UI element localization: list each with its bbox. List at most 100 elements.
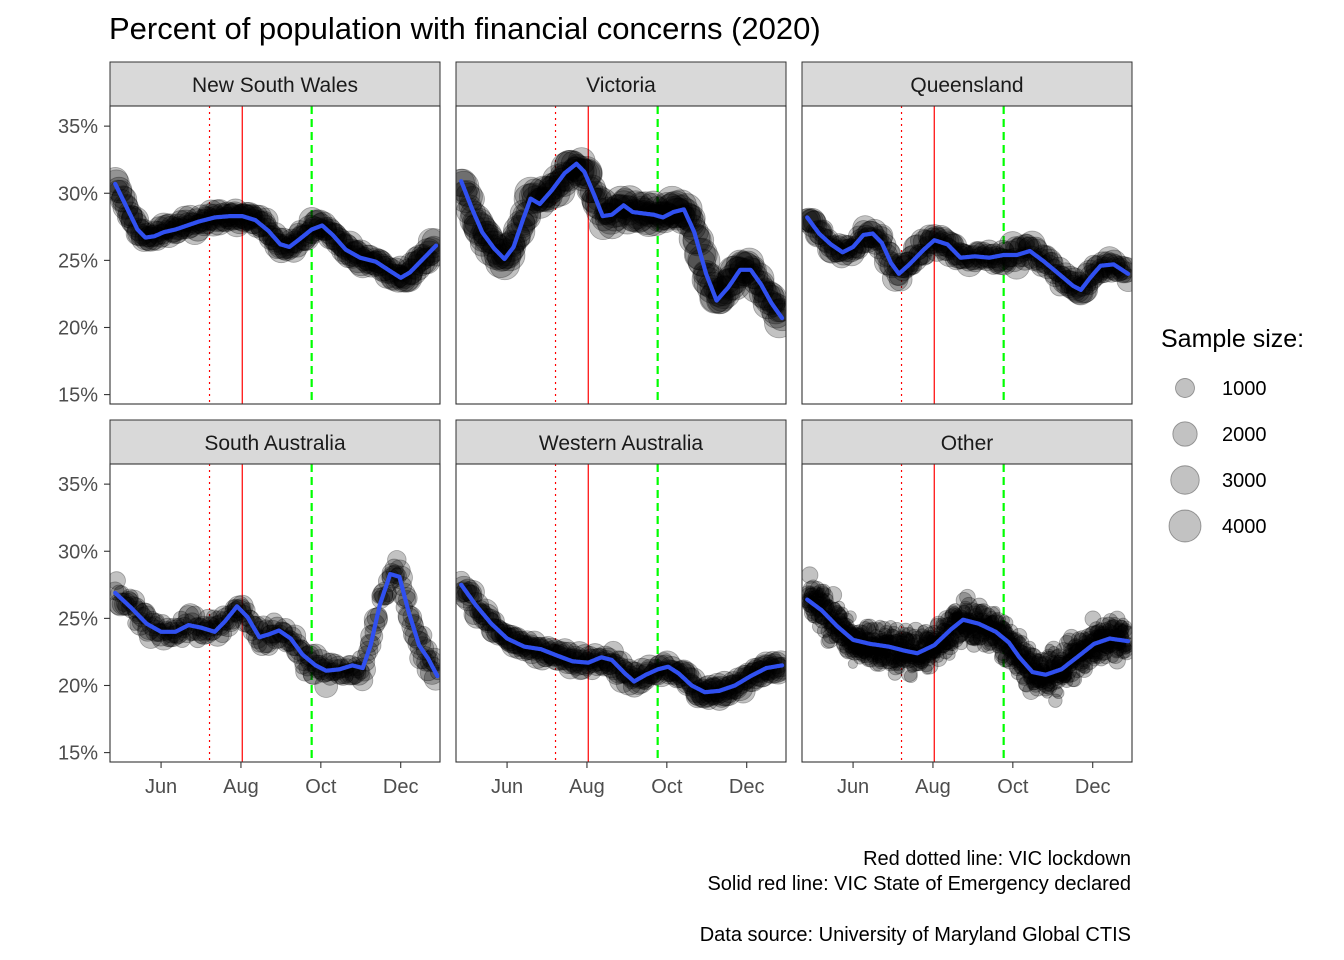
data-point <box>827 602 842 617</box>
data-point <box>935 617 949 631</box>
data-point <box>902 633 919 649</box>
data-point <box>816 583 831 599</box>
data-point <box>958 622 973 638</box>
data-point <box>980 613 993 625</box>
data-point <box>969 634 982 647</box>
data-point <box>554 150 583 179</box>
panel-border-south-australia <box>109 463 441 763</box>
data-point <box>859 647 873 661</box>
data-point <box>829 234 857 261</box>
data-point <box>294 229 316 251</box>
data-point <box>940 636 954 651</box>
data-point <box>250 633 274 656</box>
data-point <box>944 605 962 623</box>
data-point <box>843 237 867 261</box>
data-point <box>845 642 861 658</box>
data-point <box>543 174 576 207</box>
data-point <box>827 627 840 640</box>
data-point <box>930 615 947 633</box>
data-point <box>855 624 870 640</box>
data-point <box>944 631 960 647</box>
data-point <box>110 169 130 197</box>
data-point <box>950 608 963 621</box>
data-point <box>295 662 315 682</box>
data-point <box>913 244 935 266</box>
data-point <box>974 605 992 623</box>
data-point <box>932 650 945 663</box>
data-point <box>1065 271 1092 298</box>
data-point <box>866 649 882 665</box>
data-point <box>888 267 913 292</box>
data-point <box>894 630 908 643</box>
data-point <box>823 598 835 610</box>
plot-area-new-south-wales <box>110 106 440 404</box>
data-point <box>968 632 981 645</box>
data-point <box>839 612 854 627</box>
data-point <box>941 233 965 257</box>
data-point <box>989 605 1001 617</box>
data-point <box>474 234 507 266</box>
data-point <box>872 651 891 670</box>
y-tick-label: 35% <box>58 116 98 138</box>
data-point <box>945 640 956 652</box>
data-point <box>921 663 933 675</box>
legend: Sample size: 1000 2000 3000 4000 <box>1161 325 1304 543</box>
data-point <box>983 606 1001 624</box>
data-point <box>941 638 959 656</box>
data-point <box>947 604 959 616</box>
data-point <box>324 222 347 246</box>
data-point <box>938 232 964 257</box>
data-point <box>935 644 948 656</box>
data-point <box>936 239 964 268</box>
data-point <box>952 625 970 643</box>
data-point <box>937 629 955 647</box>
data-point <box>807 612 819 624</box>
data-point <box>965 630 982 646</box>
panel-border-western-australia <box>455 463 787 763</box>
data-point <box>670 193 703 225</box>
data-point <box>222 198 249 226</box>
data-point <box>964 629 981 646</box>
data-point <box>858 648 870 660</box>
data-point <box>125 221 150 246</box>
data-point <box>850 230 875 254</box>
data-point <box>119 590 138 610</box>
data-point <box>885 628 901 644</box>
data-point <box>891 653 902 665</box>
data-point <box>948 603 963 617</box>
data-point <box>608 650 633 675</box>
data-point <box>895 634 910 648</box>
data-point <box>917 624 935 641</box>
data-point <box>111 592 135 616</box>
data-point <box>875 649 892 666</box>
data-point <box>489 249 521 281</box>
data-point <box>1074 262 1101 289</box>
data-point <box>1035 248 1063 276</box>
data-point <box>888 656 901 669</box>
data-point <box>456 170 480 202</box>
data-point <box>832 608 848 624</box>
data-point <box>1057 265 1083 292</box>
data-point <box>863 230 888 255</box>
data-point <box>940 233 968 260</box>
data-point <box>387 550 407 570</box>
data-point <box>819 598 833 612</box>
data-point <box>852 220 875 243</box>
data-point <box>567 147 596 176</box>
caption-vic-state-of-emergency: Solid red line: VIC State of Emergency d… <box>707 873 1131 895</box>
panel-western-australia: Western Australia Jun Aug Oct Dec <box>455 419 787 798</box>
data-point <box>938 638 951 651</box>
data-point <box>823 615 840 633</box>
data-point <box>958 600 973 614</box>
data-point <box>874 652 890 668</box>
data-point <box>852 647 864 659</box>
data-point <box>947 606 962 621</box>
data-point <box>298 645 320 666</box>
data-point <box>883 648 897 662</box>
data-point <box>915 638 927 650</box>
data-point <box>127 600 149 622</box>
data-point <box>847 658 858 669</box>
data-point <box>131 612 152 632</box>
data-point <box>944 609 959 624</box>
caption-data-source: Data source: University of Maryland Glob… <box>700 924 1131 946</box>
